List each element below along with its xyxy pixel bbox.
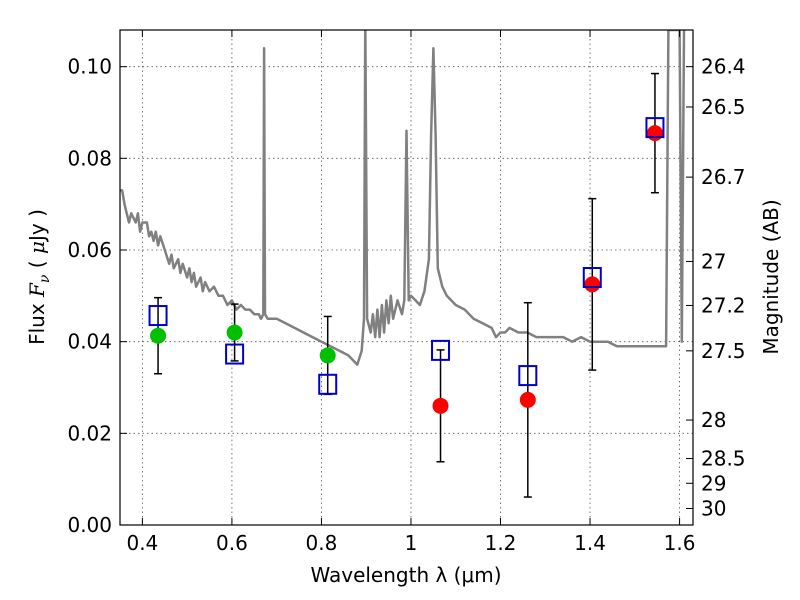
y-tick-label: 0.04 xyxy=(67,330,112,354)
magnitude-tick-label: 26.4 xyxy=(701,55,746,79)
model-photometry-square xyxy=(148,305,168,327)
model-photometry-square xyxy=(582,267,602,288)
magnitude-tick-label: 27.5 xyxy=(701,339,746,363)
y-tick-label: 0.10 xyxy=(67,55,112,79)
x-tick-label: 1.2 xyxy=(485,531,517,555)
y-axis-ticks: 0.00 0.02 0.04 0.06 0.08 0.10 xyxy=(67,55,127,537)
plot-frame xyxy=(119,29,694,526)
magnitude-tick-label: 27 xyxy=(701,249,726,273)
x-tick-label: 0.8 xyxy=(306,531,338,555)
y-tick-label: 0.08 xyxy=(67,146,112,170)
x-tick-label: 1.4 xyxy=(574,531,606,555)
magnitude-tick-label: 26.7 xyxy=(701,165,746,189)
sed-model-curve xyxy=(120,30,686,366)
magnitude-tick-label: 29 xyxy=(701,471,726,495)
observed-point xyxy=(319,347,336,364)
model-photometry-square xyxy=(318,373,338,395)
observed-point xyxy=(150,327,167,344)
y-axis-title-right: Magnitude (AB) xyxy=(759,199,783,354)
x-tick-label: 0.6 xyxy=(216,531,248,555)
y-tick-label: 0.00 xyxy=(67,513,112,537)
x-axis-ticks: 0.4 0.6 0.8 1 1.2 1.4 1.6 xyxy=(126,30,695,555)
model-photometry-square xyxy=(431,339,451,361)
magnitude-tick-label: 28 xyxy=(701,408,726,432)
x-tick-label: 1 xyxy=(405,531,418,555)
magnitude-tick-label: 30 xyxy=(701,497,726,521)
observed-point xyxy=(226,324,243,341)
y-tick-label: 0.02 xyxy=(67,421,112,445)
y-tick-label: 0.06 xyxy=(67,238,112,262)
observed-point xyxy=(646,125,663,142)
observed-point xyxy=(519,391,536,408)
plot-background xyxy=(120,30,693,525)
magnitude-tick-label: 27.2 xyxy=(701,293,746,317)
magnitude-tick-label: 26.5 xyxy=(701,95,746,119)
model-photometry-square xyxy=(225,343,245,365)
observed-point xyxy=(432,397,449,414)
x-tick-label: 1.6 xyxy=(664,531,696,555)
model-photometry-square xyxy=(518,365,538,387)
magnitude-tick-label: 28.5 xyxy=(701,447,746,471)
model-photometry-layer xyxy=(148,117,665,395)
y-axis-title-left: Flux Fν ( μJy ) xyxy=(25,209,53,345)
observed-point xyxy=(584,276,601,293)
x-axis-title: Wavelength λ (μm) xyxy=(310,563,501,587)
model-photometry-square xyxy=(645,117,665,139)
x-tick-label: 0.4 xyxy=(126,531,158,555)
sed-model-curve-layer xyxy=(120,30,686,366)
